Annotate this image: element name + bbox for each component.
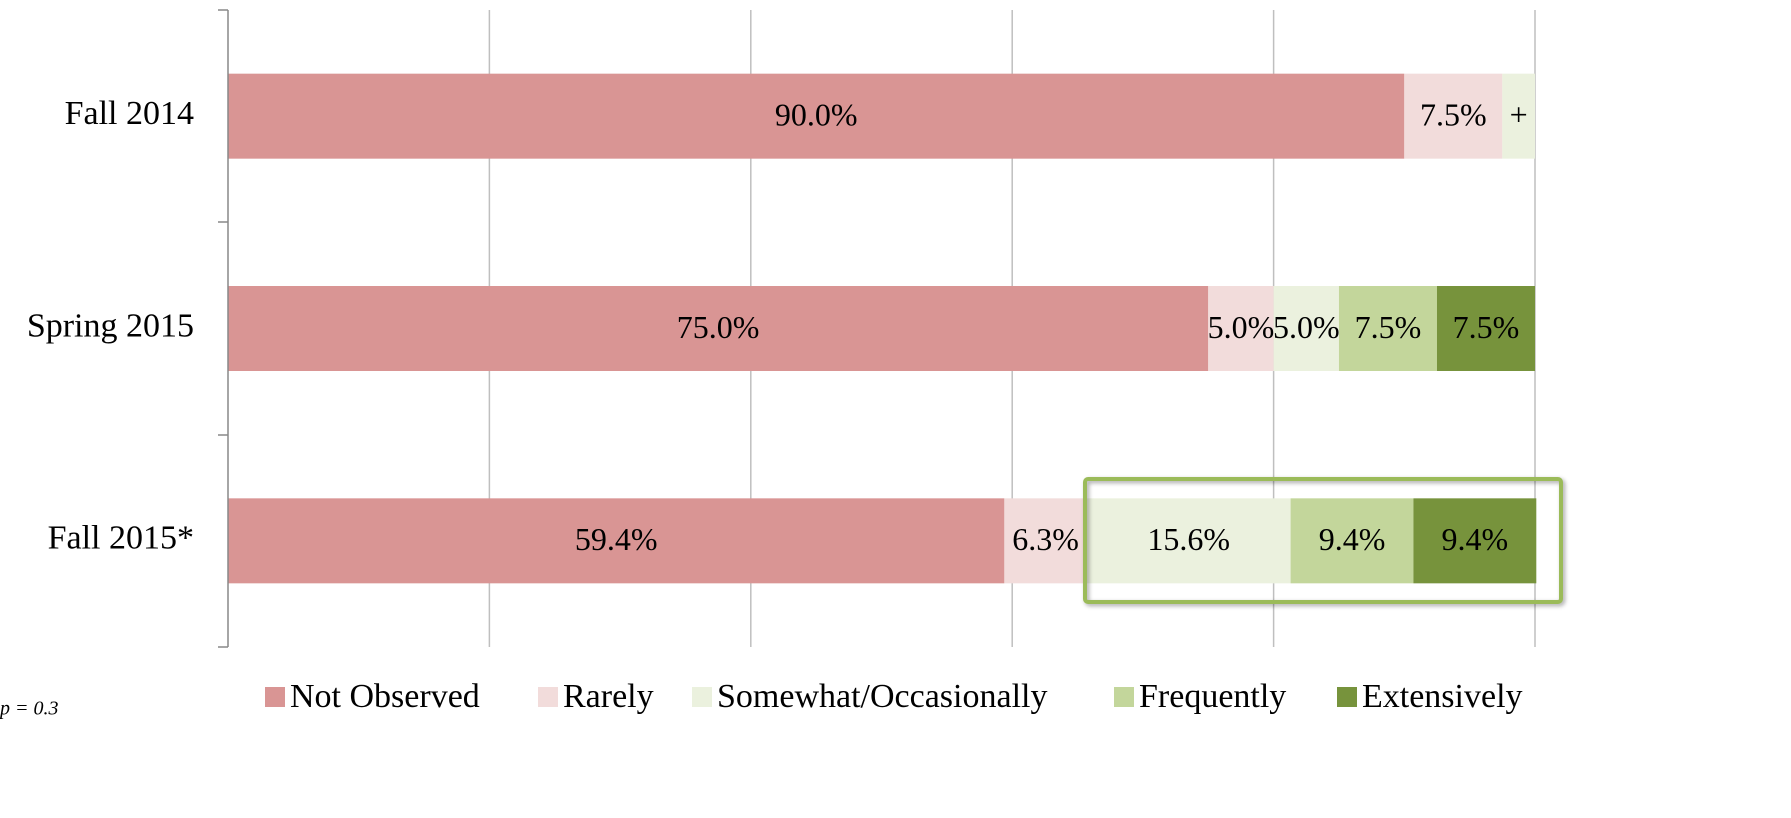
legend-swatch <box>1114 687 1134 707</box>
bars: 90.0% 7.5% +75.0% 5.0%5.0% 7.5% 7.5% 59.4% 6.3%… <box>228 73 1537 584</box>
value-label: 75.0% <box>677 309 760 345</box>
bar-segment <box>1404 73 1503 159</box>
bar-segment <box>1290 498 1414 584</box>
value-label: 59.4% <box>575 521 658 557</box>
bar-segment <box>1086 498 1291 584</box>
value-label: + <box>1510 97 1528 133</box>
value-label: 15.6% <box>1147 521 1230 557</box>
value-label: 90.0% <box>775 97 858 133</box>
legend-label: Extensively <box>1362 678 1523 715</box>
legend-swatch <box>692 687 712 707</box>
value-label: 5.0% <box>1208 309 1275 345</box>
bar-segment <box>1436 286 1535 371</box>
value-label: 6.3% <box>1012 521 1079 557</box>
bar-segment <box>1502 73 1535 159</box>
value-label: 9.4% <box>1442 521 1509 557</box>
bar-segment <box>1338 286 1437 371</box>
bar-segment <box>1208 286 1274 371</box>
value-label: 7.5% <box>1420 97 1487 133</box>
y-tick-label: Fall 2015* <box>48 520 194 557</box>
bar-segment <box>228 73 1405 159</box>
legend-label: Rarely <box>563 678 654 715</box>
value-label: 7.5% <box>1355 309 1422 345</box>
y-tick-label: Fall 2014 <box>65 95 194 132</box>
legend-label: Somewhat/Occasionally <box>717 678 1047 715</box>
y-tick-label: Spring 2015 <box>27 307 194 344</box>
value-label: 5.0% <box>1273 309 1340 345</box>
highlight-box <box>1083 477 1563 604</box>
bar-segment <box>1273 286 1339 371</box>
bar-segment <box>1004 498 1087 584</box>
note: p = 0.3 <box>0 698 59 720</box>
value-label: 9.4% <box>1319 521 1386 557</box>
legend-label: Not Observed <box>290 678 480 715</box>
bar-segment <box>228 286 1209 371</box>
legend-swatch <box>265 687 285 707</box>
legend-swatch <box>1337 687 1357 707</box>
value-label: 7.5% <box>1453 309 1520 345</box>
legend-label: Frequently <box>1139 678 1286 715</box>
legend-swatch <box>538 687 558 707</box>
bar-segment <box>228 498 1005 584</box>
bar-segment <box>1413 498 1537 584</box>
